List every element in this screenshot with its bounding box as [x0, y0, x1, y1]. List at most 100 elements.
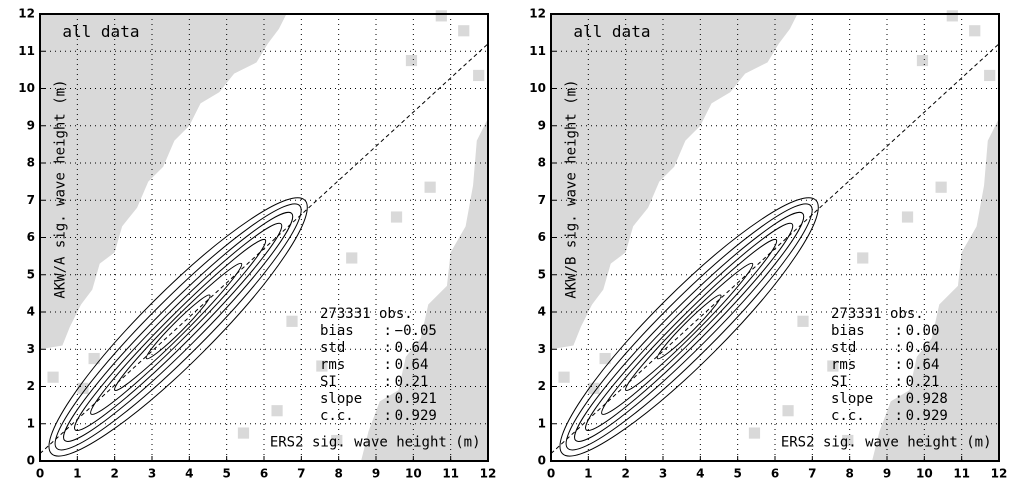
shade-cell [346, 252, 358, 264]
y-tick-label: 0 [538, 454, 546, 468]
shade-cell [458, 25, 470, 37]
shade-cell [946, 10, 958, 22]
shade-cell [47, 371, 59, 383]
x-tick-label: 4 [696, 467, 704, 481]
stat-label: rms [831, 357, 856, 373]
shade-cell [782, 405, 794, 417]
annotation: all data [573, 22, 650, 41]
stat-label: SI [831, 374, 848, 390]
shade-cell [984, 69, 996, 82]
stat-label: std [831, 340, 856, 356]
x-tick-label: 2 [621, 467, 629, 481]
stat-value: 0.928 [906, 391, 948, 407]
shade-cell [286, 315, 298, 327]
shade-region [551, 14, 798, 350]
x-tick-label: 8 [845, 467, 853, 481]
stat-value: 0.64 [395, 340, 429, 356]
stat-value: 0.64 [395, 357, 429, 373]
shade-cell [88, 352, 100, 365]
y-tick-label: 3 [538, 342, 546, 356]
shade-cell [599, 352, 611, 365]
contour [114, 262, 243, 392]
x-tick-label: 12 [480, 467, 497, 481]
x-tick-label: 6 [260, 467, 268, 481]
contour [574, 211, 805, 442]
stat-value: 0.21 [906, 374, 940, 390]
y-tick-label: 6 [538, 230, 546, 244]
stat-value: 0.929 [906, 408, 948, 424]
stat-label: SI [320, 374, 337, 390]
contour [585, 222, 794, 432]
x-tick-label: 7 [808, 467, 816, 481]
x-tick-label: 9 [372, 467, 380, 481]
shade-cell [901, 211, 914, 223]
shade-cell [77, 382, 89, 394]
y-tick-label: 7 [27, 193, 35, 207]
contour [625, 262, 754, 392]
contour [63, 211, 294, 442]
contour [90, 238, 267, 415]
stat-separator: : [894, 357, 902, 373]
y-tick-label: 4 [538, 305, 546, 319]
stat-label: slope [320, 391, 362, 407]
y-tick-label: 11 [529, 44, 546, 58]
x-tick-label: 11 [953, 467, 970, 481]
x-tick-label: 0 [547, 467, 555, 481]
stat-separator: : [894, 340, 902, 356]
x-tick-label: 9 [883, 467, 891, 481]
stat-label: c.c. [831, 408, 865, 424]
shade-cell [935, 181, 947, 193]
stats-obs: 273331 obs. [831, 306, 924, 322]
stat-value: −0.05 [395, 323, 437, 339]
y-tick-label: 4 [27, 305, 35, 319]
y-tick-label: 5 [27, 267, 35, 281]
y-tick-label: 5 [538, 267, 546, 281]
stat-value: 0.921 [395, 391, 437, 407]
stat-separator: : [383, 340, 391, 356]
shade-cell [390, 211, 403, 223]
x-tick-label: 5 [222, 467, 230, 481]
stat-label: bias [320, 323, 354, 339]
y-tick-label: 10 [529, 81, 546, 95]
stats-obs: 273331 obs. [320, 306, 413, 322]
x-axis-label: ERS2 sig. wave height (m) [781, 434, 992, 450]
stat-value: 0.64 [906, 357, 940, 373]
x-tick-label: 6 [771, 467, 779, 481]
x-tick-label: 2 [110, 467, 118, 481]
contour [601, 238, 778, 415]
shade-cell [331, 434, 343, 447]
stat-separator: : [383, 374, 391, 390]
shade-cell [857, 252, 869, 264]
stat-separator: : [894, 374, 902, 390]
shade-cell [237, 427, 250, 439]
x-tick-label: 10 [916, 467, 933, 481]
stat-value: 0.64 [906, 340, 940, 356]
stat-label: rms [320, 357, 345, 373]
shade-cell [916, 54, 929, 67]
y-tick-label: 1 [27, 416, 35, 430]
y-tick-label: 2 [27, 379, 35, 393]
shade-cell [316, 360, 328, 372]
fit-line [550, 43, 1000, 454]
stat-label: c.c. [320, 408, 354, 424]
y-tick-label: 1 [538, 416, 546, 430]
stat-separator: : [383, 323, 391, 339]
contour [559, 197, 819, 457]
stat-label: bias [831, 323, 865, 339]
annotation: all data [62, 22, 139, 41]
shade-region [872, 118, 999, 462]
shade-cell [588, 382, 600, 394]
y-tick-label: 12 [529, 7, 546, 21]
y-tick-label: 7 [538, 193, 546, 207]
stat-separator: : [894, 391, 902, 407]
shade-cell [271, 405, 283, 417]
stat-label: slope [831, 391, 873, 407]
stat-value: 0.00 [906, 323, 940, 339]
y-tick-label: 8 [27, 156, 35, 170]
x-tick-label: 4 [185, 467, 193, 481]
x-tick-label: 5 [733, 467, 741, 481]
x-tick-label: 1 [73, 467, 81, 481]
shade-cell [827, 360, 839, 372]
